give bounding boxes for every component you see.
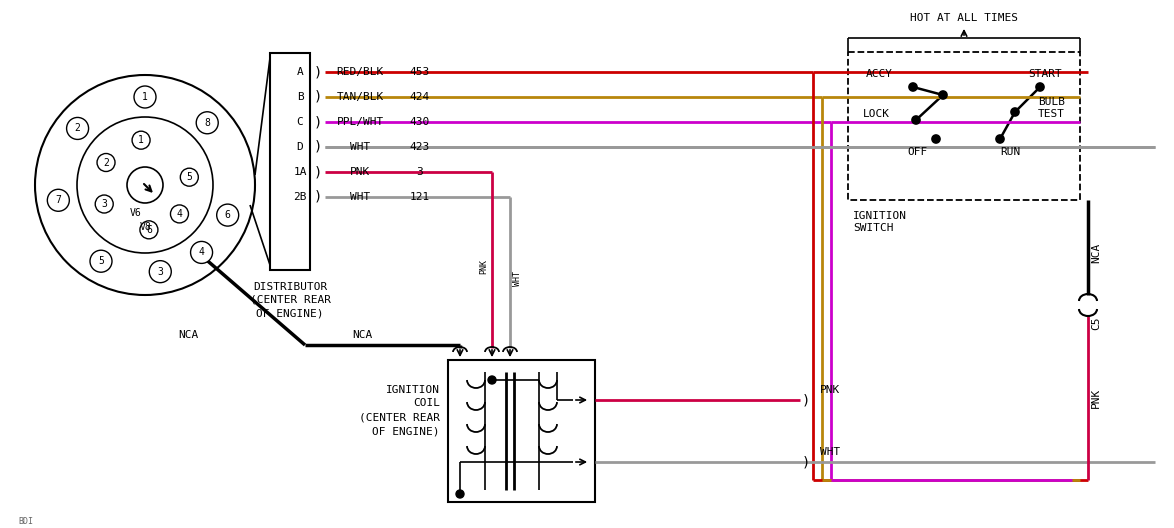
Text: NCA: NCA [352, 330, 372, 340]
Text: 6: 6 [224, 210, 230, 220]
Circle shape [170, 205, 189, 223]
Circle shape [909, 83, 917, 91]
Circle shape [196, 112, 218, 134]
Text: DISTRIBUTOR: DISTRIBUTOR [252, 282, 328, 292]
Text: COIL: COIL [413, 398, 440, 408]
Text: (CENTER REAR: (CENTER REAR [250, 295, 331, 305]
Text: IGNITION: IGNITION [386, 385, 440, 395]
Text: V8: V8 [140, 222, 151, 232]
Text: BULB: BULB [1038, 97, 1065, 107]
Text: 2: 2 [103, 157, 109, 167]
Text: 3: 3 [157, 267, 163, 277]
Text: 5: 5 [187, 172, 193, 182]
Circle shape [90, 250, 112, 272]
Circle shape [456, 490, 464, 498]
Text: 6: 6 [146, 225, 151, 235]
Text: WHT: WHT [513, 270, 522, 286]
Circle shape [133, 131, 150, 149]
Circle shape [140, 221, 158, 239]
Circle shape [996, 135, 1004, 143]
Circle shape [932, 135, 940, 143]
Text: A: A [297, 67, 303, 77]
Text: OF ENGINE): OF ENGINE) [372, 426, 440, 436]
Text: 430: 430 [410, 117, 430, 127]
Text: LOCK: LOCK [863, 109, 890, 119]
Text: ): ) [313, 140, 322, 154]
Text: 1: 1 [142, 92, 148, 102]
Text: WHT: WHT [350, 142, 370, 152]
Text: ): ) [313, 65, 322, 79]
Text: 2B: 2B [294, 192, 306, 202]
Circle shape [149, 261, 171, 282]
Text: START: START [1028, 69, 1062, 79]
Circle shape [488, 376, 495, 384]
Text: C: C [297, 117, 303, 127]
Text: HOT AT ALL TIMES: HOT AT ALL TIMES [910, 13, 1018, 23]
Text: ACCY: ACCY [866, 69, 893, 79]
Text: PNK: PNK [350, 167, 370, 177]
Text: 3: 3 [101, 199, 107, 209]
Circle shape [217, 204, 238, 226]
Circle shape [97, 154, 115, 172]
Circle shape [912, 116, 920, 124]
Circle shape [67, 117, 88, 139]
Text: 3: 3 [417, 167, 424, 177]
Text: 5: 5 [99, 256, 104, 266]
Text: 423: 423 [410, 142, 430, 152]
Text: TEST: TEST [1038, 109, 1065, 119]
Text: ): ) [313, 115, 322, 129]
Text: 7: 7 [55, 195, 61, 205]
Bar [270, 53, 310, 270]
Text: TAN/BLK: TAN/BLK [337, 92, 384, 102]
Text: BDI: BDI [18, 517, 33, 526]
Text: NCA: NCA [178, 330, 198, 340]
Text: OF ENGINE): OF ENGINE) [256, 308, 324, 318]
Text: B: B [297, 92, 303, 102]
Text: ): ) [313, 190, 322, 204]
Text: V6: V6 [130, 208, 142, 218]
Text: 4: 4 [176, 209, 182, 219]
Circle shape [134, 86, 156, 108]
Text: PNK: PNK [819, 385, 841, 395]
Text: 453: 453 [410, 67, 430, 77]
Text: PNK: PNK [1091, 388, 1101, 408]
Circle shape [190, 241, 212, 263]
Text: PPL/WHT: PPL/WHT [337, 117, 384, 127]
Text: 4: 4 [198, 248, 204, 258]
Text: ): ) [802, 455, 810, 469]
Text: 1: 1 [139, 135, 144, 145]
Text: OFF: OFF [908, 147, 929, 157]
Text: ): ) [802, 393, 810, 407]
Bar [448, 360, 595, 502]
Text: WHT: WHT [350, 192, 370, 202]
Text: PNK: PNK [479, 259, 488, 274]
Text: 2: 2 [75, 124, 81, 134]
Text: RUN: RUN [1000, 147, 1020, 157]
Text: IGNITION: IGNITION [853, 211, 908, 221]
Text: 8: 8 [204, 118, 210, 128]
Text: NCA: NCA [1091, 242, 1101, 262]
Text: ): ) [313, 90, 322, 104]
Text: WHT: WHT [819, 447, 841, 457]
Text: SWITCH: SWITCH [853, 223, 893, 233]
Text: C5: C5 [1091, 316, 1101, 330]
Text: 424: 424 [410, 92, 430, 102]
Text: (CENTER REAR: (CENTER REAR [359, 413, 440, 423]
Text: 1A: 1A [294, 167, 306, 177]
Text: D: D [297, 142, 303, 152]
Bar [848, 52, 1080, 200]
Text: 121: 121 [410, 192, 430, 202]
Circle shape [939, 91, 947, 99]
Circle shape [1035, 83, 1044, 91]
Circle shape [47, 189, 69, 211]
Circle shape [95, 195, 113, 213]
Circle shape [181, 168, 198, 186]
Circle shape [1011, 108, 1019, 116]
Text: ): ) [313, 165, 322, 179]
Text: RED/BLK: RED/BLK [337, 67, 384, 77]
